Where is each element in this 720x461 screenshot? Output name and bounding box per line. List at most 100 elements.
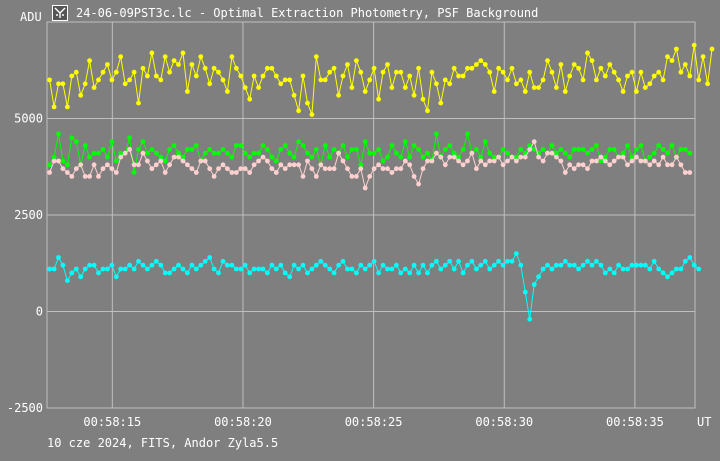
data-point [162, 158, 168, 164]
axis-labels: ADU UT [20, 10, 711, 429]
data-point [465, 131, 470, 137]
data-point [260, 73, 266, 79]
data-point [545, 150, 550, 156]
app-logo-icon[interactable] [52, 5, 68, 21]
data-point [345, 62, 350, 67]
data-point [558, 262, 564, 268]
data-point [536, 274, 541, 280]
data-point [100, 166, 106, 172]
data-point [505, 77, 510, 83]
data-point [385, 154, 390, 160]
data-point [478, 158, 484, 164]
data-point [540, 77, 546, 83]
data-point [291, 92, 297, 98]
data-point [273, 170, 279, 175]
x-tick-label: 00:58:15 [83, 415, 141, 429]
data-point [145, 158, 150, 164]
data-point [678, 69, 684, 75]
data-point [91, 262, 97, 268]
data-point [193, 170, 199, 175]
data-point [451, 65, 457, 71]
data-point [469, 65, 475, 71]
data-point [256, 266, 261, 272]
data-point [518, 154, 524, 160]
data-point [211, 174, 217, 179]
data-point [273, 73, 279, 79]
data-point [65, 104, 70, 110]
data-point [65, 278, 70, 283]
data-point [634, 147, 639, 152]
data-point [580, 262, 586, 268]
data-point [127, 147, 132, 152]
data-point [638, 143, 644, 148]
data-point [305, 150, 310, 156]
data-point [411, 262, 417, 268]
data-point [233, 143, 239, 148]
data-point [287, 162, 293, 168]
data-point [682, 170, 688, 175]
data-point [562, 150, 568, 156]
data-point [398, 270, 404, 276]
data-point [394, 166, 399, 172]
data-point [416, 65, 421, 71]
data-point [100, 147, 106, 152]
data-point [398, 154, 404, 160]
data-point [185, 89, 190, 94]
data-point [607, 266, 613, 272]
data-point [389, 266, 395, 272]
data-point [567, 262, 573, 268]
data-point [518, 262, 524, 268]
data-point [327, 69, 333, 75]
data-point [185, 162, 190, 168]
data-point [571, 166, 577, 172]
data-point [554, 150, 559, 156]
data-point [96, 270, 101, 276]
data-point [589, 147, 595, 152]
data-point [522, 289, 528, 295]
data-point [500, 162, 506, 168]
data-point [407, 73, 413, 79]
data-point [558, 147, 564, 152]
data-point [282, 77, 288, 83]
data-point [376, 96, 381, 102]
data-point [318, 162, 324, 168]
data-point [509, 258, 515, 264]
data-point [611, 158, 617, 164]
data-point [389, 85, 395, 90]
data-point [91, 162, 97, 168]
data-point [411, 143, 417, 148]
data-point [514, 251, 519, 256]
data-point [594, 158, 599, 164]
data-point [456, 73, 461, 79]
data-point [389, 143, 395, 148]
data-point [562, 170, 568, 175]
data-point [180, 50, 186, 56]
data-point [322, 262, 328, 268]
data-point [82, 174, 88, 179]
data-point [678, 147, 684, 152]
data-point [82, 81, 88, 87]
data-point [131, 266, 137, 272]
data-point [465, 65, 470, 71]
data-point [394, 262, 399, 268]
y-axis-label: ADU [20, 10, 42, 24]
data-point [642, 262, 648, 268]
series-1 [47, 42, 715, 117]
data-point [278, 81, 284, 87]
data-point [256, 85, 261, 90]
data-point [514, 81, 519, 87]
data-point [176, 262, 181, 268]
data-point [451, 150, 457, 156]
data-point [233, 65, 239, 71]
data-point [349, 266, 355, 272]
data-point [554, 85, 559, 90]
data-point [278, 162, 284, 168]
tick-labels: -2500 0 2500 5000 00:58:15 00:58:20 00:58:25 00… [7, 112, 664, 430]
data-point [629, 158, 635, 164]
data-point [376, 147, 381, 152]
data-point [696, 266, 702, 272]
data-point [660, 147, 666, 152]
data-point [140, 139, 146, 145]
data-point [171, 266, 177, 272]
data-point [620, 154, 626, 160]
